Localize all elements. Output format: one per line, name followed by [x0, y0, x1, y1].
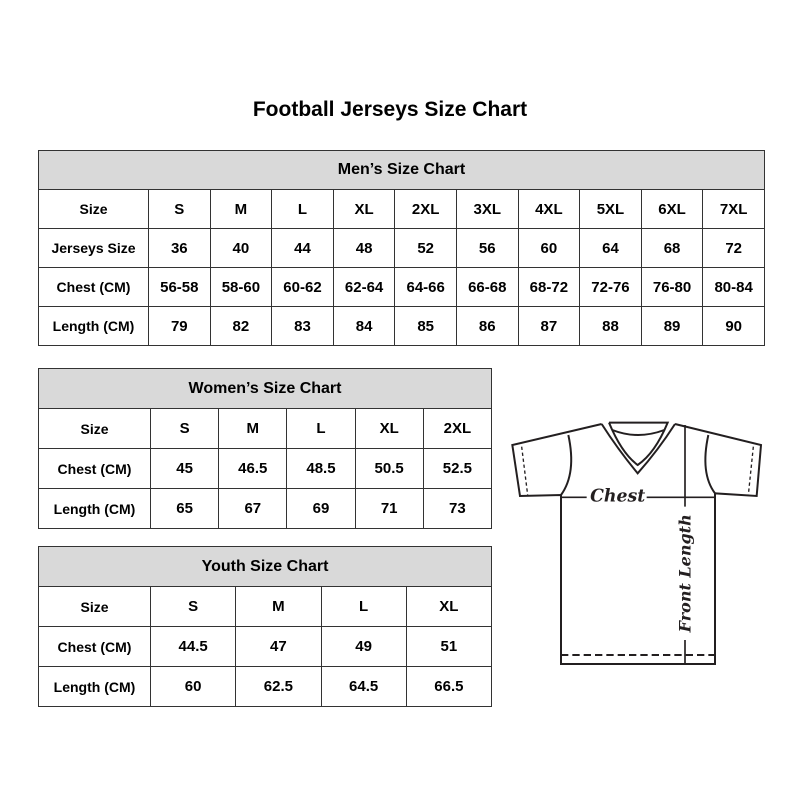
table-cell: 62-64 — [332, 267, 396, 307]
table-cell: L — [320, 586, 407, 627]
table-cell: 69 — [286, 488, 356, 529]
table-cell: XL — [405, 586, 493, 627]
table-cell: S — [149, 586, 237, 627]
table-cell: 86 — [455, 306, 519, 346]
table-cell: 45 — [149, 448, 220, 489]
row-label: Jerseys Size — [38, 228, 149, 268]
women-table-title: Women’s Size Chart — [37, 368, 493, 409]
table-cell: 49 — [320, 626, 407, 667]
table-cell: 79 — [148, 306, 211, 346]
table-cell: 84 — [332, 306, 396, 346]
womens-size-table: Women’s Size Chart Size S M L XL 2XL Chest (CM)… — [37, 368, 493, 529]
table-cell: M — [209, 189, 273, 229]
table-cell: 56 — [455, 228, 519, 268]
table-cell: 73 — [422, 488, 493, 529]
row-label: Chest (CM) — [38, 267, 149, 307]
table-cell: 90 — [702, 306, 765, 346]
table-cell: 58-60 — [209, 267, 273, 307]
table-cell: 83 — [271, 306, 334, 346]
table-row: Length (CM) 60 62.5 64.5 66.5 — [38, 666, 493, 707]
row-label: Length (CM) — [38, 306, 149, 346]
row-label: Size — [38, 408, 151, 449]
table-cell: 66.5 — [405, 666, 493, 707]
table-cell: XL — [354, 408, 424, 449]
table-cell: 80-84 — [702, 267, 765, 307]
table-row: Length (CM) 79 82 83 84 85 86 87 88 89 90 — [38, 306, 765, 346]
table-cell: 82 — [209, 306, 273, 346]
table-cell: 40 — [209, 228, 273, 268]
table-cell: L — [271, 189, 334, 229]
table-cell: 3XL — [455, 189, 519, 229]
table-cell: 46.5 — [218, 448, 288, 489]
table-cell: 76-80 — [640, 267, 704, 307]
table-cell: 64.5 — [320, 666, 407, 707]
table-cell: L — [286, 408, 356, 449]
table-row: Size S M L XL 2XL 3XL 4XL 5XL 6XL 7XL — [38, 189, 765, 229]
table-cell: 48 — [332, 228, 396, 268]
table-cell: 68 — [640, 228, 704, 268]
table-cell: 7XL — [702, 189, 765, 229]
table-cell: 47 — [235, 626, 322, 667]
table-cell: 64-66 — [394, 267, 457, 307]
row-label: Length (CM) — [38, 666, 151, 707]
table-row: Chest (CM) 45 46.5 48.5 50.5 52.5 — [38, 448, 493, 489]
row-label: Length (CM) — [38, 488, 151, 529]
table-cell: 6XL — [640, 189, 704, 229]
table-cell: M — [218, 408, 288, 449]
table-row: Chest (CM) 56-58 58-60 60-62 62-64 64-66 66-68… — [38, 267, 765, 307]
table-cell: 60-62 — [271, 267, 334, 307]
youth-table-title: Youth Size Chart — [37, 546, 493, 587]
table-cell: 87 — [517, 306, 581, 346]
table-cell: 50.5 — [354, 448, 424, 489]
row-label: Chest (CM) — [38, 448, 151, 489]
table-cell: 85 — [394, 306, 457, 346]
table-cell: 51 — [405, 626, 493, 667]
table-row: Jerseys Size 36 40 44 48 52 56 60 64 68 72 — [38, 228, 765, 268]
table-cell: 60 — [149, 666, 237, 707]
table-row: Length (CM) 65 67 69 71 73 — [38, 488, 493, 529]
table-cell: 56-58 — [148, 267, 211, 307]
table-cell: 36 — [148, 228, 211, 268]
row-label: Size — [38, 586, 151, 627]
table-cell: 72 — [702, 228, 765, 268]
table-cell: 2XL — [394, 189, 457, 229]
table-cell: 44.5 — [149, 626, 237, 667]
t-shirt-diagram-icon: Chest Front Length — [511, 421, 763, 665]
table-cell: 68-72 — [517, 267, 581, 307]
table-row: Chest (CM) 44.5 47 49 51 — [38, 626, 493, 667]
table-cell: 67 — [218, 488, 288, 529]
table-cell: 4XL — [517, 189, 581, 229]
table-cell: XL — [332, 189, 396, 229]
table-row: Size S M L XL — [38, 586, 493, 627]
table-row: Size S M L XL 2XL — [38, 408, 493, 449]
table-cell: 5XL — [579, 189, 642, 229]
chest-label: Chest — [590, 487, 645, 507]
row-label: Size — [38, 189, 149, 229]
table-cell: 72-76 — [579, 267, 642, 307]
table-cell: 2XL — [422, 408, 493, 449]
youth-size-table: Youth Size Chart Size S M L XL Chest (CM) 44.5 4… — [37, 546, 493, 707]
page-title: Football Jerseys Size Chart — [252, 98, 528, 121]
table-cell: 62.5 — [235, 666, 322, 707]
table-cell: 52.5 — [422, 448, 493, 489]
table-cell: 48.5 — [286, 448, 356, 489]
table-cell: 44 — [271, 228, 334, 268]
table-cell: S — [148, 189, 211, 229]
table-cell: 89 — [640, 306, 704, 346]
row-label: Chest (CM) — [38, 626, 151, 667]
table-cell: 71 — [354, 488, 424, 529]
table-cell: 60 — [517, 228, 581, 268]
table-cell: 66-68 — [455, 267, 519, 307]
men-table-title: Men’s Size Chart — [38, 150, 765, 190]
table-cell: 65 — [149, 488, 220, 529]
front-length-label: Front Length — [675, 514, 694, 633]
table-cell: S — [149, 408, 220, 449]
table-cell: 88 — [579, 306, 642, 346]
mens-size-table: Men’s Size Chart Size S M L XL 2XL 3XL 4XL 5XL 6XL… — [38, 150, 765, 346]
table-cell: 64 — [579, 228, 642, 268]
table-cell: M — [235, 586, 322, 627]
table-cell: 52 — [394, 228, 457, 268]
